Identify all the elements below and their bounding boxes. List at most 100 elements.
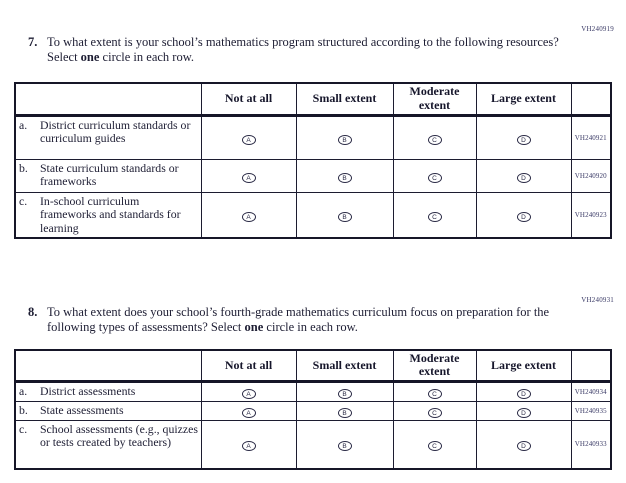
answer-bubble-a[interactable]: A <box>241 134 256 145</box>
answer-bubble-b[interactable]: B <box>337 211 352 222</box>
row-label: District curriculum standards or curricu… <box>40 117 191 145</box>
answer-bubble-d[interactable]: D <box>516 134 531 145</box>
answer-bubble-d[interactable]: D <box>516 441 531 452</box>
q8-row-b-large-extent-cell: D <box>475 400 572 421</box>
question-8-text-part1: To what extent does your school’s fourth… <box>47 305 550 334</box>
q7-row-b-moderate-extent-cell: C <box>392 158 477 193</box>
question-8-text-part2: circle in each row. <box>266 320 358 334</box>
q8-row-c-small-extent-cell: B <box>295 419 394 470</box>
answer-bubble-a[interactable]: A <box>241 211 256 222</box>
row-letter: c. <box>19 421 28 436</box>
answer-bubble-c[interactable]: C <box>427 211 442 222</box>
q8-row-a-label-cell: a. District assessments <box>14 380 202 402</box>
q7-header-not-at-all: Not at all <box>200 82 297 117</box>
question-8-number: 8. <box>28 305 38 319</box>
q8-row-b: b. State assessments A B C D VH240935 <box>14 400 612 421</box>
item-code: VH240921 <box>570 114 612 160</box>
q8-row-a: a. District assessments A B C D VH240934 <box>14 380 612 402</box>
q8-row-c-not-at-all-cell: A <box>200 419 297 470</box>
q7-header-row: Not at all Small extent Moderate extent … <box>14 82 612 117</box>
answer-bubble-c[interactable]: C <box>427 134 442 145</box>
question-7-emphasis: one <box>80 50 100 64</box>
row-label: State assessments <box>40 402 124 417</box>
q7-row-c-not-at-all-cell: A <box>200 191 297 239</box>
q8-row-b-moderate-extent-cell: C <box>392 400 477 421</box>
question-7-table: Not at all Small extent Moderate extent … <box>14 82 612 239</box>
row-letter: b. <box>19 402 28 417</box>
answer-bubble-c[interactable]: C <box>427 172 442 183</box>
q7-row-a-moderate-extent-cell: C <box>392 114 477 160</box>
q8-header-empty <box>14 349 202 383</box>
q8-row-a-not-at-all-cell: A <box>200 380 297 402</box>
q8-header-code-empty <box>570 349 612 383</box>
answer-bubble-c[interactable]: C <box>427 441 442 452</box>
q7-row-c: c. In-school curriculum frameworks and st… <box>14 191 612 239</box>
answer-bubble-b[interactable]: B <box>337 407 352 418</box>
question-7-text: To what extent is your school’s mathemat… <box>47 35 562 65</box>
q7-row-b-not-at-all-cell: A <box>200 158 297 193</box>
q8-row-c-moderate-extent-cell: C <box>392 419 477 470</box>
answer-bubble-b[interactable]: B <box>337 134 352 145</box>
row-letter: a. <box>19 117 28 132</box>
question-7-text-part2: circle in each row. <box>102 50 195 64</box>
question-8: 8. To what extent does your school’s fou… <box>28 305 562 335</box>
answer-bubble-a[interactable]: A <box>241 407 256 418</box>
q8-header-row: Not at all Small extent Moderate extent … <box>14 349 612 383</box>
answer-bubble-c[interactable]: C <box>427 407 442 418</box>
item-code: VH240923 <box>570 191 612 239</box>
row-label: State curriculum standards or frameworks <box>40 160 179 188</box>
q7-row-c-large-extent-cell: D <box>475 191 572 239</box>
q8-header-moderate-extent: Moderate extent <box>392 349 477 383</box>
question-7-item-code: VH240919 <box>581 25 614 33</box>
row-letter: c. <box>19 193 28 208</box>
question-8-emphasis: one <box>244 320 264 334</box>
q7-header-large-extent: Large extent <box>475 82 572 117</box>
answer-bubble-a[interactable]: A <box>241 172 256 183</box>
row-label: In-school curriculum frameworks and stan… <box>40 193 181 235</box>
q8-row-c-large-extent-cell: D <box>475 419 572 470</box>
answer-bubble-d[interactable]: D <box>516 211 531 222</box>
answer-bubble-b[interactable]: B <box>337 388 352 399</box>
answer-bubble-c[interactable]: C <box>427 388 442 399</box>
q7-row-a-not-at-all-cell: A <box>200 114 297 160</box>
answer-bubble-b[interactable]: B <box>337 172 352 183</box>
question-8-item-code: VH240931 <box>581 296 614 304</box>
q8-row-a-moderate-extent-cell: C <box>392 380 477 402</box>
q8-header-not-at-all: Not at all <box>200 349 297 383</box>
q8-header-large-extent: Large extent <box>475 349 572 383</box>
q7-row-c-small-extent-cell: B <box>295 191 394 239</box>
answer-bubble-d[interactable]: D <box>516 388 531 399</box>
q7-row-c-label-cell: c. In-school curriculum frameworks and st… <box>14 191 202 239</box>
answer-bubble-a[interactable]: A <box>241 441 256 452</box>
answer-bubble-d[interactable]: D <box>516 172 531 183</box>
question-7-number: 7. <box>28 35 38 49</box>
question-8-text: To what extent does your school’s fourth… <box>47 305 562 335</box>
q7-row-b-label-cell: b. State curriculum standards or framewor… <box>14 158 202 193</box>
answer-bubble-d[interactable]: D <box>516 407 531 418</box>
q7-header-code-empty <box>570 82 612 117</box>
q8-row-c-label-cell: c. School assessments (e.g., quizzes or t… <box>14 419 202 470</box>
q8-row-b-label-cell: b. State assessments <box>14 400 202 421</box>
q7-row-a: a. District curriculum standards or curri… <box>14 114 612 160</box>
q7-header-empty <box>14 82 202 117</box>
answer-bubble-a[interactable]: A <box>241 388 256 399</box>
q7-header-small-extent: Small extent <box>295 82 394 117</box>
item-code: VH240935 <box>570 400 612 421</box>
item-code: VH240934 <box>570 380 612 402</box>
q7-row-a-small-extent-cell: B <box>295 114 394 160</box>
question-7-text-part1: To what extent is your school’s mathemat… <box>47 35 559 64</box>
q7-header-moderate-extent: Moderate extent <box>392 82 477 117</box>
q8-row-b-small-extent-cell: B <box>295 400 394 421</box>
row-label: School assessments (e.g., quizzes or tes… <box>40 421 198 449</box>
row-label: District assessments <box>40 383 136 398</box>
q8-row-b-not-at-all-cell: A <box>200 400 297 421</box>
q7-row-c-moderate-extent-cell: C <box>392 191 477 239</box>
q7-row-a-label-cell: a. District curriculum standards or curri… <box>14 114 202 160</box>
answer-bubble-b[interactable]: B <box>337 441 352 452</box>
item-code: VH240933 <box>570 419 612 470</box>
row-letter: b. <box>19 160 28 175</box>
q8-row-a-large-extent-cell: D <box>475 380 572 402</box>
q8-header-small-extent: Small extent <box>295 349 394 383</box>
q7-row-a-large-extent-cell: D <box>475 114 572 160</box>
